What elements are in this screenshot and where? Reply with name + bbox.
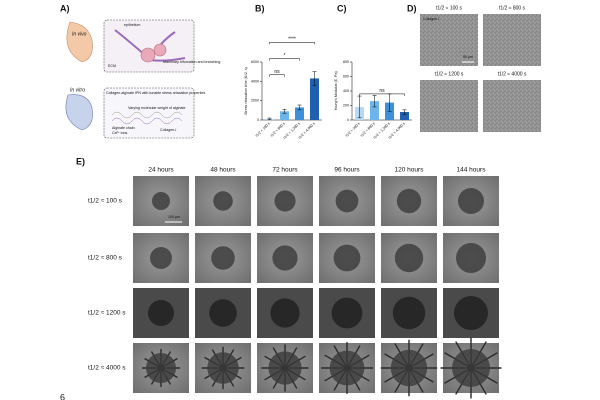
spheroid [146, 353, 176, 383]
panel-label: B) [255, 3, 265, 13]
label: Mammary bifurcation and branching [163, 60, 220, 64]
y-tick-label: 600 [343, 74, 349, 78]
spheroid [152, 192, 170, 210]
panel-label: C) [337, 3, 347, 13]
y-tick-label: 200 [343, 103, 349, 107]
y-axis-label: Young's Modulus (E, Pa) [334, 71, 338, 110]
page-number: 6 [60, 392, 65, 400]
spheroid [452, 349, 490, 387]
column-header: 24 hours [148, 167, 174, 174]
stain-label: Collagen I [423, 17, 439, 21]
y-tick-label: 4000 [251, 79, 259, 83]
scale-label: 100 µm [168, 215, 180, 219]
image-title: t1/2 ≈ 100 s [436, 5, 463, 11]
column-header: 96 hours [334, 167, 360, 174]
error-bar [357, 95, 362, 119]
label: Alginate chain [112, 126, 135, 130]
spheroid [270, 298, 300, 328]
bar [400, 112, 409, 120]
error-bar [312, 71, 317, 86]
spheroid [211, 246, 235, 270]
label: Varying molecular weight of alginate [128, 106, 185, 110]
image-title: t1/2 ≈ 800 s [499, 5, 526, 11]
panel-label: A) [60, 3, 70, 13]
spheroid [390, 349, 428, 387]
row-label: t1/2 ≈ 1200 s [88, 310, 126, 317]
x-tick-label: t1/2 ≈ 100 s [255, 121, 271, 137]
row-label: t1/2 ≈ 4000 s [88, 365, 126, 372]
spheroid [148, 300, 174, 326]
significance-bracket [269, 74, 285, 77]
error-bar [267, 117, 272, 120]
y-axis-label: Stress relaxation time (t1/2, s) [244, 67, 248, 115]
spheroid [209, 299, 237, 327]
scale-label: 50 µm [463, 55, 473, 59]
spheroid [207, 352, 239, 384]
bar [310, 78, 319, 120]
column-header: 144 hours [457, 167, 487, 174]
spheroid [274, 190, 296, 212]
row-label: t1/2 ≈ 800 s [88, 255, 123, 262]
bar [280, 111, 289, 120]
y-tick-label: 2000 [251, 99, 259, 103]
significance-label: * [284, 53, 286, 59]
spheroid [329, 350, 365, 386]
spheroid [392, 296, 426, 330]
error-bar [282, 109, 287, 114]
spheroid [272, 245, 298, 271]
label: Ca²⁺ ions [112, 131, 127, 135]
significance-bracket [359, 93, 405, 96]
bar [295, 107, 304, 120]
column-header: 72 hours [272, 167, 298, 174]
error-bar [372, 95, 377, 108]
micrograph [420, 14, 478, 66]
spheroid [150, 247, 172, 269]
spheroid [268, 351, 302, 385]
spheroid [396, 188, 422, 214]
micrograph [420, 80, 478, 132]
y-tick-label: 400 [343, 89, 349, 93]
label: Collagen-I [160, 128, 176, 132]
micrograph [483, 80, 541, 132]
micrograph [483, 14, 541, 66]
spheroid [213, 191, 233, 211]
significance-bracket [269, 58, 300, 61]
significance-label: ns [274, 69, 280, 75]
error-bar [297, 104, 302, 111]
column-header: 120 hours [395, 167, 425, 174]
bar [370, 101, 379, 120]
significance-label: **** [288, 37, 296, 43]
panel-label: D) [407, 3, 417, 13]
row-label: t1/2 ≈ 100 s [88, 198, 123, 205]
spheroid [458, 188, 484, 214]
label: In vivo [72, 31, 87, 37]
significance-label: ns [379, 88, 385, 94]
error-bar [402, 109, 407, 115]
label: In vitro [70, 87, 85, 93]
spheroid [333, 244, 361, 272]
spheroid [394, 243, 424, 273]
spheroid [331, 297, 363, 329]
y-tick-label: 800 [343, 60, 349, 64]
schematic [65, 19, 195, 139]
spheroid [456, 243, 486, 273]
spheroid [454, 296, 488, 330]
spheroid [335, 189, 359, 213]
y-tick-label: 6000 [251, 60, 259, 64]
column-header: 48 hours [210, 167, 236, 174]
label: epithelium [124, 23, 140, 27]
label: ECM [108, 64, 116, 68]
significance-bracket [269, 42, 315, 45]
x-tick-label: t1/2 ≈ 100 s [345, 121, 361, 137]
label: Collagen-alginate IPN with tunable stres… [106, 91, 205, 95]
y-tick-label: 0 [257, 118, 259, 122]
panel-label: E) [76, 156, 85, 166]
image-title: t1/2 ≈ 1200 s [435, 71, 464, 77]
image-title: t1/2 ≈ 4000 s [498, 71, 527, 77]
y-tick-label: 0 [347, 118, 349, 122]
